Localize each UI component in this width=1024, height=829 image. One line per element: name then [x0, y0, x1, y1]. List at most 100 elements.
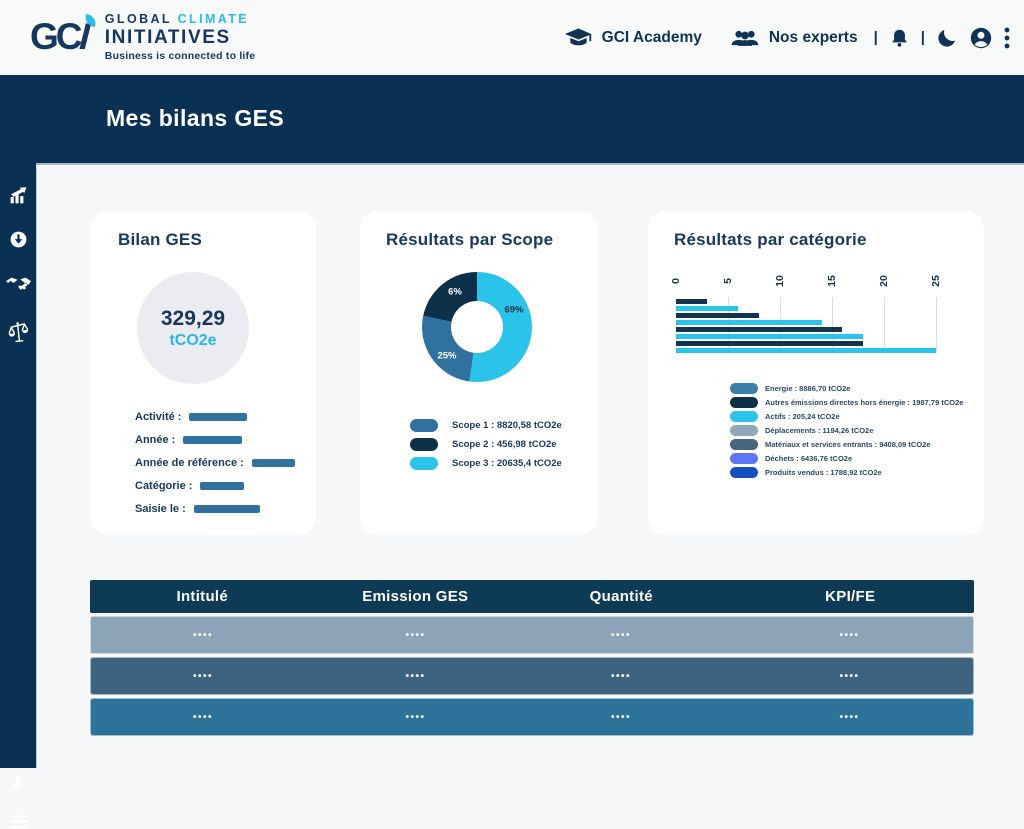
category-bar	[676, 306, 739, 311]
people-icon	[730, 27, 760, 49]
scales-icon[interactable]	[0, 320, 36, 345]
legend-label: Scope 1 : 8820,58 tCO2e	[452, 420, 562, 431]
scope-legend-item: Scope 2 : 456,98 tCO2e	[410, 438, 562, 451]
logo-word-global: GLOBAL	[104, 12, 172, 26]
nav-gci-academy[interactable]: GCI Academy	[564, 26, 702, 49]
legend-color-pill	[410, 419, 438, 432]
bilan-field-label: Catégorie :	[135, 479, 193, 492]
gridline	[832, 297, 833, 353]
total-emissions-unit: tCO2e	[169, 331, 217, 349]
legend-color-pill	[730, 383, 758, 394]
bilan-field-value-redacted	[183, 435, 243, 444]
table-cell-redacted: ••••	[405, 629, 426, 641]
table-cell-redacted: ••••	[405, 670, 426, 682]
bell-icon[interactable]	[889, 27, 910, 49]
gridline	[780, 297, 781, 353]
card-categorie-title: Résultats par catégorie	[674, 230, 867, 249]
table-header-cell: Quantité	[589, 588, 653, 605]
category-legend-item: Produits vendus : 1788,92 tCO2e	[730, 467, 963, 478]
gridline	[884, 297, 885, 353]
gridline	[728, 297, 729, 353]
logo-word-initiatives: INITIATIVES	[104, 27, 231, 48]
nav-nos-experts-label: Nos experts	[768, 28, 858, 46]
table-body: •••• •••• •••• •••• •••• •••• •••• •••• •••• ••••…	[90, 616, 974, 736]
handshake-icon[interactable]	[0, 274, 36, 291]
legend-label: Produits vendus : 1788,92 tCO2e	[765, 468, 882, 477]
legend-color-pill	[410, 457, 438, 470]
bilan-field-row: Saisie le :	[135, 501, 305, 516]
table-header-cell: Emission GES	[362, 588, 469, 605]
menu-icon[interactable]	[0, 815, 36, 829]
x-axis-tick-label: 15	[826, 275, 838, 287]
x-axis-tick-label: 5	[722, 278, 734, 284]
moon-icon[interactable]	[936, 27, 958, 49]
legend-label: Autres émissions directes hors énergie :…	[765, 398, 964, 407]
category-legend-item: Autres émissions directes hors énergie :…	[730, 397, 963, 408]
nav-nos-experts[interactable]: Nos experts	[730, 27, 858, 49]
emissions-table: Intitulé Emission GES Quantité KPI/FE •••• •…	[90, 580, 974, 736]
x-axis-tick-label: 0	[670, 278, 682, 284]
download-icon[interactable]	[0, 230, 36, 249]
category-legend-item: Matériaux et services entrants : 9408,09…	[730, 439, 963, 450]
legend-color-pill	[730, 467, 758, 478]
bilan-field-value-redacted	[251, 458, 295, 467]
legend-label: Actifs : 205,24 tCO2e	[765, 412, 840, 421]
category-legend-item: Déplacements : 1194,26 tCO2e	[730, 425, 963, 436]
category-legend-item: Actifs : 205,24 tCO2e	[730, 411, 963, 422]
category-bar	[676, 299, 708, 304]
scope-legend-item: Scope 3 : 20635,4 tCO2e	[410, 457, 562, 470]
card-scope-title: Résultats par Scope	[386, 230, 554, 249]
bilan-field-value-redacted	[189, 412, 248, 421]
category-legend-item: Déchets : 6436,76 tCO2e	[730, 453, 963, 464]
nav-separator-1: |	[873, 29, 878, 46]
table-header-row: Intitulé Emission GES Quantité KPI/FE	[90, 580, 974, 613]
category-bar	[676, 313, 760, 318]
table-cell-redacted: ••••	[193, 670, 214, 682]
category-legend: Energie : 8886,70 tCO2e Autres émissions …	[730, 383, 963, 481]
legend-label: Scope 3 : 20635,4 tCO2e	[452, 458, 562, 469]
bilan-fields: Activité : Année : Année de référence : Cat…	[135, 409, 305, 524]
legend-label: Déchets : 6436,76 tCO2e	[765, 454, 853, 463]
kebab-menu-icon[interactable]	[1004, 26, 1010, 50]
graduation-cap-icon	[564, 26, 593, 49]
legend-label: Matériaux et services entrants : 9408,09…	[765, 440, 931, 449]
bilan-field-label: Année :	[135, 433, 176, 446]
table-cell-redacted: ••••	[193, 711, 214, 723]
legend-label: Energie : 8886,70 tCO2e	[765, 384, 851, 393]
category-bar-chart: 0 5 10 15 20 25	[670, 273, 952, 369]
table-cell-redacted: ••••	[839, 670, 860, 682]
account-icon[interactable]	[969, 26, 993, 50]
nav-separator-2: |	[920, 29, 925, 46]
donut-hole	[451, 301, 503, 353]
legend-label: Scope 2 : 456,98 tCO2e	[452, 439, 557, 450]
bilan-field-row: Catégorie :	[135, 478, 305, 493]
donut-pct-label: 6%	[448, 286, 462, 298]
bilan-field-row: Année de référence :	[135, 455, 305, 470]
table-cell-redacted: ••••	[839, 629, 860, 641]
table-cell-redacted: ••••	[611, 670, 632, 682]
navbar-actions: GCI Academy Nos experts | |	[564, 0, 1010, 75]
table-row[interactable]: •••• •••• •••• ••••	[90, 698, 974, 736]
top-navbar: GCI GLOBAL CLIMATE INITIATIVES Business …	[0, 0, 1024, 75]
card-scope: Résultats par Scope 69% 25% 6% Scope 1 : 8…	[360, 211, 598, 535]
legend-color-pill	[730, 453, 758, 464]
card-bilan-title: Bilan GES	[118, 230, 202, 249]
card-bilan-ges: Bilan GES 329,29 tCO2e Activité : Année :…	[90, 211, 316, 535]
category-bar	[676, 327, 843, 332]
total-emissions-value: 329,29	[160, 306, 226, 330]
nav-gci-academy-label: GCI Academy	[601, 28, 702, 46]
scope-legend-item: Scope 1 : 8820,58 tCO2e	[410, 419, 562, 432]
gci-logo-text: GLOBAL CLIMATE INITIATIVES Business is c…	[105, 12, 256, 62]
bilan-field-value-redacted	[200, 481, 245, 490]
stats-icon[interactable]	[0, 185, 36, 206]
bilan-field-label: Année de référence :	[135, 456, 244, 469]
category-bar	[676, 348, 936, 353]
table-header-cell: Intitulé	[176, 588, 229, 605]
table-row[interactable]: •••• •••• •••• ••••	[90, 616, 974, 654]
gridline	[936, 297, 937, 353]
table-row[interactable]: •••• •••• •••• ••••	[90, 657, 974, 695]
gci-logo-mark: GCI	[30, 13, 97, 61]
donut-pct-label: 69%	[504, 304, 524, 316]
pin-icon[interactable]	[0, 774, 36, 797]
gci-logo[interactable]: GCI GLOBAL CLIMATE INITIATIVES Business …	[30, 12, 255, 62]
